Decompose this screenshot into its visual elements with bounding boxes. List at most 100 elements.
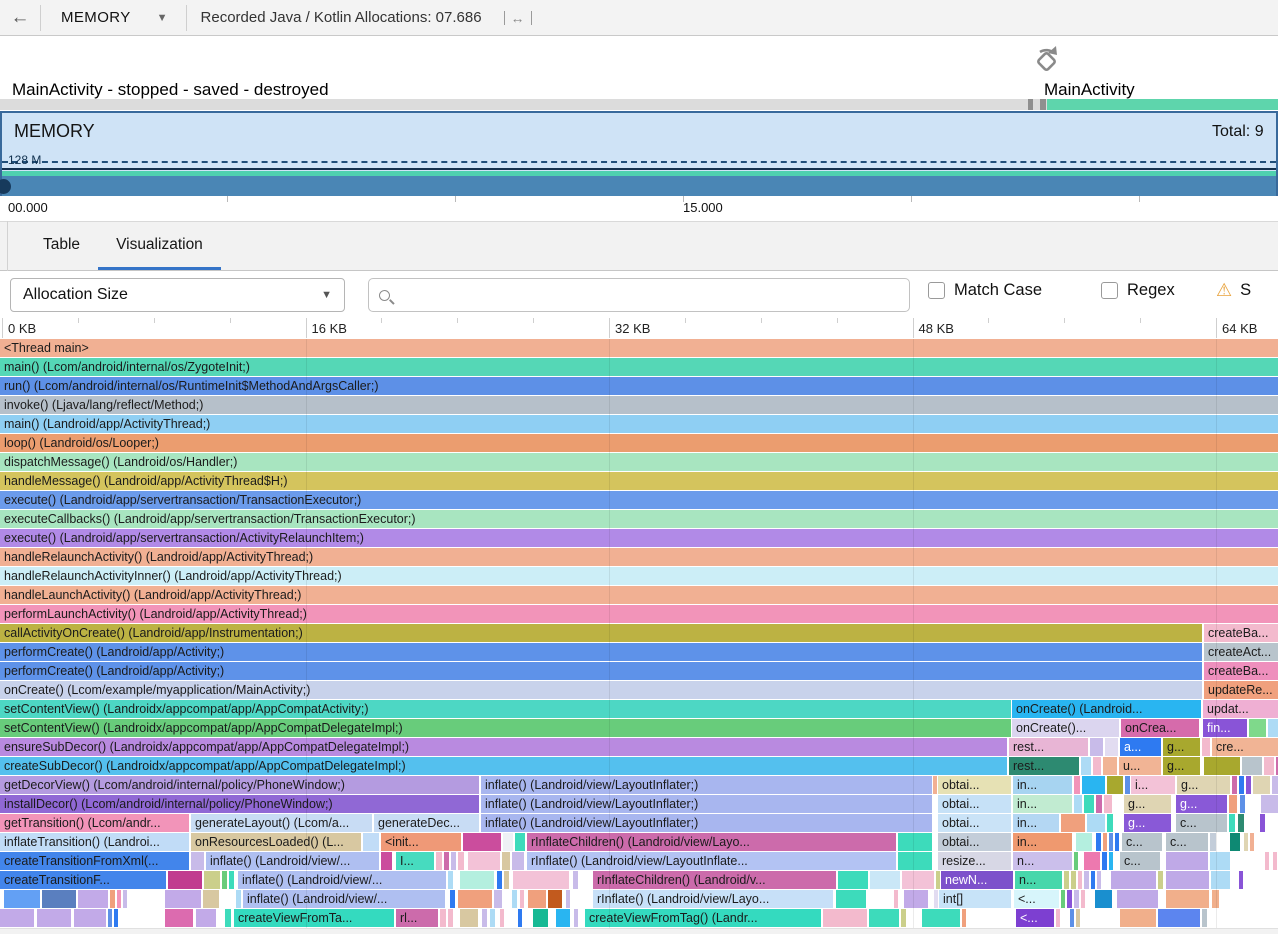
flame-segment[interactable]: obtai... bbox=[938, 833, 1011, 851]
flame-segment[interactable]: onCreate() (Landroid... bbox=[1012, 700, 1201, 718]
flame-segment[interactable]: setContentView() (Landroidx/appcompat/ap… bbox=[0, 700, 1011, 718]
flame-sliver[interactable] bbox=[117, 890, 121, 908]
flame-sliver[interactable] bbox=[904, 890, 928, 908]
flame-sliver[interactable] bbox=[870, 871, 900, 889]
flame-segment[interactable]: g... bbox=[1177, 776, 1230, 794]
flame-sliver[interactable] bbox=[444, 852, 449, 870]
memory-track[interactable]: MEMORY Total: 9 128 M bbox=[0, 111, 1278, 196]
flame-segment[interactable]: g... bbox=[1176, 795, 1227, 813]
flame-segment[interactable]: performLaunchActivity() (Landroid/app/Ac… bbox=[0, 605, 1278, 623]
flame-sliver[interactable] bbox=[1253, 776, 1270, 794]
flame-segment[interactable]: performCreate() (Landroid/app/Activity;) bbox=[0, 662, 1202, 680]
flame-segment[interactable]: createTransitionF... bbox=[0, 871, 166, 889]
flame-sliver[interactable] bbox=[1084, 852, 1100, 870]
flame-segment[interactable]: <... bbox=[1016, 909, 1054, 927]
flame-sliver[interactable] bbox=[1204, 757, 1240, 775]
flame-segment[interactable]: createBa... bbox=[1204, 624, 1278, 642]
flame-segment[interactable]: main() (Lcom/android/internal/os/ZygoteI… bbox=[0, 358, 1278, 376]
flame-sliver[interactable] bbox=[204, 871, 220, 889]
flame-sliver[interactable] bbox=[494, 890, 502, 908]
flame-segment[interactable]: onResourcesLoaded() (L... bbox=[191, 833, 361, 851]
flame-sliver[interactable] bbox=[556, 909, 570, 927]
flame-sliver[interactable] bbox=[448, 871, 453, 889]
activity-timeline-track[interactable] bbox=[0, 99, 1278, 110]
flame-chart[interactable]: <Thread main> main() (Lcom/android/intern… bbox=[0, 339, 1278, 928]
flame-sliver[interactable] bbox=[1107, 776, 1123, 794]
flame-segment[interactable]: c... bbox=[1176, 814, 1227, 832]
flame-sliver[interactable] bbox=[1087, 814, 1105, 832]
flame-segment[interactable]: onCreate()... bbox=[1012, 719, 1119, 737]
flame-sliver[interactable] bbox=[1117, 890, 1158, 908]
flame-sliver[interactable] bbox=[222, 871, 227, 889]
flame-sliver[interactable] bbox=[1107, 814, 1113, 832]
flame-segment[interactable]: execute() (Landroid/app/servertransactio… bbox=[0, 491, 1278, 509]
flame-sliver[interactable] bbox=[114, 909, 118, 927]
flame-segment[interactable]: setContentView() (Landroidx/appcompat/ap… bbox=[0, 719, 1011, 737]
flame-sliver[interactable] bbox=[515, 833, 525, 851]
flame-sliver[interactable] bbox=[1166, 852, 1208, 870]
flame-segment[interactable]: run() (Lcom/android/internal/os/RuntimeI… bbox=[0, 377, 1278, 395]
flame-sliver[interactable] bbox=[504, 871, 509, 889]
flame-segment[interactable]: createSubDecor() (Landroidx/appcompat/ap… bbox=[0, 757, 1007, 775]
flame-sliver[interactable] bbox=[1105, 738, 1118, 756]
flame-segment[interactable]: callActivityOnCreate() (Landroid/app/Ins… bbox=[0, 624, 1202, 642]
flame-segment[interactable]: g... bbox=[1124, 795, 1171, 813]
flame-segment[interactable]: ensureSubDecor() (Landroidx/appcompat/ap… bbox=[0, 738, 1007, 756]
flame-segment[interactable]: g... bbox=[1124, 814, 1171, 832]
flame-sliver[interactable] bbox=[458, 890, 492, 908]
flame-sliver[interactable] bbox=[548, 890, 562, 908]
flame-segment[interactable]: inflate() (Landroid/view/... bbox=[243, 890, 445, 908]
flame-segment[interactable]: i... bbox=[1131, 776, 1175, 794]
flame-sliver[interactable] bbox=[191, 852, 204, 870]
flame-sliver[interactable] bbox=[1229, 814, 1235, 832]
flame-sliver[interactable] bbox=[1240, 795, 1245, 813]
session-selector-dropdown[interactable]: MEMORY ▼ bbox=[41, 9, 186, 26]
flame-sliver[interactable] bbox=[1232, 776, 1237, 794]
flame-sliver[interactable] bbox=[962, 909, 966, 927]
flame-segment[interactable]: in... bbox=[1013, 814, 1059, 832]
flame-segment[interactable]: generateLayout() (Lcom/a... bbox=[191, 814, 372, 832]
flame-sliver[interactable] bbox=[1093, 757, 1101, 775]
flame-sliver[interactable] bbox=[1102, 852, 1107, 870]
flame-sliver[interactable] bbox=[1076, 833, 1092, 851]
flame-segment[interactable]: inflate() (Landroid/view/LayoutInflater;… bbox=[481, 795, 932, 813]
flame-sliver[interactable] bbox=[533, 909, 548, 927]
flame-sliver[interactable] bbox=[1064, 871, 1069, 889]
flame-sliver[interactable] bbox=[1103, 833, 1107, 851]
flame-sliver[interactable] bbox=[1260, 814, 1265, 832]
flame-sliver[interactable] bbox=[78, 890, 108, 908]
flame-sliver[interactable] bbox=[229, 871, 234, 889]
flame-sliver[interactable] bbox=[1091, 871, 1095, 889]
flame-sliver[interactable] bbox=[1265, 852, 1269, 870]
regex-checkbox[interactable]: Regex bbox=[1101, 281, 1175, 300]
flame-sliver[interactable] bbox=[1238, 814, 1244, 832]
flame-segment[interactable]: getTransition() (Lcom/andr... bbox=[0, 814, 189, 832]
flame-sliver[interactable] bbox=[933, 776, 937, 794]
flame-sliver[interactable] bbox=[898, 833, 932, 851]
flame-segment[interactable]: c... bbox=[1122, 833, 1162, 851]
flame-sliver[interactable] bbox=[1076, 909, 1080, 927]
flame-segment[interactable]: createAct... bbox=[1204, 643, 1278, 661]
flame-segment[interactable]: obtai... bbox=[938, 814, 1011, 832]
flame-sliver[interactable] bbox=[4, 890, 40, 908]
flame-sliver[interactable] bbox=[1071, 871, 1076, 889]
flame-segment[interactable]: createTransitionFromXml(... bbox=[0, 852, 189, 870]
flame-sliver[interactable] bbox=[448, 909, 453, 927]
flame-segment[interactable]: execute() (Landroid/app/servertransactio… bbox=[0, 529, 1278, 547]
flame-sliver[interactable] bbox=[1276, 757, 1278, 775]
flame-sliver[interactable] bbox=[42, 890, 76, 908]
flame-sliver[interactable] bbox=[1081, 890, 1085, 908]
flame-segment[interactable]: getDecorView() (Lcom/android/internal/po… bbox=[0, 776, 479, 794]
flame-sliver[interactable] bbox=[1081, 757, 1091, 775]
flame-sliver[interactable] bbox=[1084, 871, 1089, 889]
flame-sliver[interactable] bbox=[363, 833, 379, 851]
flame-sliver[interactable] bbox=[1239, 871, 1243, 889]
flame-sliver[interactable] bbox=[518, 909, 522, 927]
flame-sliver[interactable] bbox=[458, 852, 464, 870]
flame-sliver[interactable] bbox=[1244, 833, 1248, 851]
flame-segment[interactable]: <Thread main> bbox=[0, 339, 1278, 357]
flame-sliver[interactable] bbox=[934, 890, 938, 908]
flame-segment[interactable]: executeCallbacks() (Landroid/app/servert… bbox=[0, 510, 1278, 528]
flame-segment[interactable]: rest... bbox=[1009, 738, 1088, 756]
flame-sliver[interactable] bbox=[1056, 909, 1060, 927]
